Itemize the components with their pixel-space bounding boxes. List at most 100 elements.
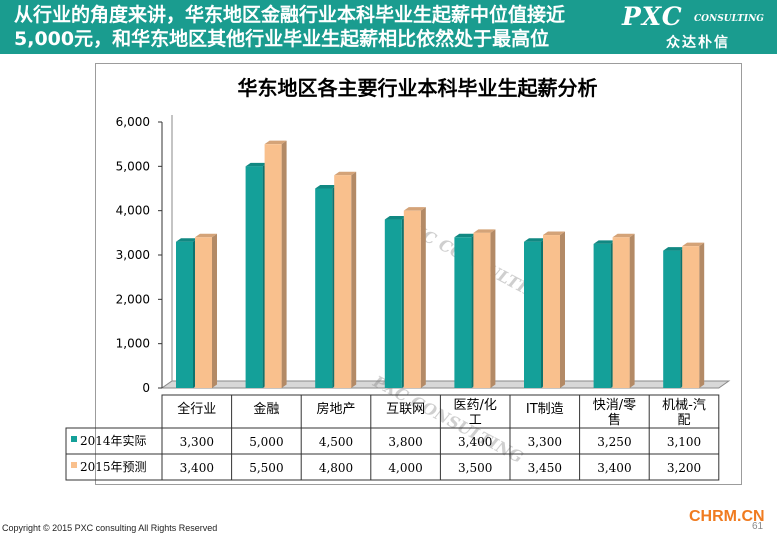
bar-side	[490, 229, 496, 388]
bar-front	[543, 235, 560, 388]
bar-front	[612, 237, 630, 388]
bar-side	[629, 233, 635, 388]
category-label: 互联网	[386, 402, 425, 417]
logo-sub: CONSULTING	[694, 14, 764, 24]
bar-side	[212, 233, 217, 388]
data-label: 3,400	[458, 435, 492, 449]
y-tick-label: 0	[142, 381, 150, 395]
y-tick-label: 2,000	[116, 292, 150, 306]
category-label: 机械-汽	[662, 398, 706, 413]
bar-top	[682, 242, 705, 247]
bar-top	[454, 233, 477, 238]
chart-title: 华东地区各主要行业本科毕业生起薪分析	[237, 76, 598, 100]
category-label: 金融	[253, 401, 279, 417]
bar-side	[420, 207, 426, 388]
data-label: 3,400	[597, 461, 631, 475]
category-label: 配	[677, 413, 690, 428]
bar-front	[195, 237, 212, 388]
headline: 从行业的角度来讲，华东地区金融行业本科毕业生起薪中位值接近5,000元，和华东地…	[14, 4, 566, 50]
data-label: 3,300	[528, 435, 562, 449]
category-label: 全行业	[177, 401, 216, 417]
bar-2015	[403, 207, 426, 388]
bar-front	[524, 241, 541, 388]
bar-2015	[264, 140, 287, 388]
bar-front	[384, 219, 402, 388]
pxc-logo: PXC CONSULTING 众达朴信	[622, 2, 772, 52]
bar-2014	[176, 238, 198, 388]
data-label: 4,800	[319, 461, 353, 475]
data-label: 4,000	[388, 461, 422, 475]
bar-side	[699, 242, 705, 388]
bar-top	[543, 231, 565, 236]
back-wall-edge	[161, 115, 173, 389]
bar-front	[403, 210, 421, 388]
category-label: 快消/零	[593, 398, 636, 413]
data-label: 5,000	[249, 435, 283, 449]
y-tick-label: 3,000	[116, 248, 150, 262]
bar-top	[334, 171, 357, 176]
bar-front	[264, 144, 282, 388]
y-tick-label: 5,000	[116, 159, 150, 173]
category-label: 售	[608, 412, 621, 428]
legend-key	[71, 462, 77, 468]
bar-front	[176, 241, 193, 388]
bar-top	[593, 240, 616, 244]
bar-top	[176, 238, 198, 242]
bar-front	[682, 246, 700, 388]
bar-2014	[454, 233, 477, 388]
bar-top	[473, 229, 496, 233]
data-label: 3,450	[528, 461, 562, 475]
bar-front	[593, 243, 611, 388]
category-label: IT制造	[526, 402, 564, 417]
legend-label: 2014年实际	[80, 433, 147, 448]
bar-top	[524, 238, 546, 242]
y-tick-label: 6,000	[116, 115, 150, 129]
bar-top	[384, 216, 407, 220]
bar-top	[264, 140, 287, 145]
bar-top	[403, 207, 426, 211]
bar-2014	[384, 216, 407, 388]
bar-2015	[473, 229, 496, 388]
bar-top	[245, 162, 268, 167]
copyright: Copyright © 2015 PXC consulting All Righ…	[2, 523, 218, 533]
bar-side	[281, 140, 287, 388]
bar-front	[245, 166, 263, 388]
data-label: 3,500	[458, 461, 492, 475]
bar-top	[315, 185, 338, 189]
bar-side	[351, 171, 357, 388]
data-label: 3,100	[667, 435, 701, 449]
bar-2015	[543, 231, 565, 388]
bar-2015	[682, 242, 705, 388]
legend-label: 2015年预测	[80, 460, 147, 474]
data-label: 3,400	[180, 461, 214, 475]
data-label: 3,250	[597, 435, 631, 449]
data-label: 5,500	[249, 461, 283, 475]
bar-2015	[612, 233, 635, 388]
bar-front	[473, 232, 491, 388]
legend-key	[71, 436, 77, 442]
bar-front	[663, 250, 681, 388]
bar-2014	[524, 238, 546, 388]
logo-main: PXC	[622, 2, 683, 31]
page-number: 61	[752, 521, 764, 532]
bar-2015	[195, 233, 217, 388]
bar-2014	[593, 240, 616, 388]
data-label: 4,500	[319, 435, 353, 449]
data-label: 3,300	[180, 435, 214, 449]
category-label: 房地产	[316, 401, 355, 417]
logo-cn: 众达朴信	[666, 35, 730, 51]
bar-side	[560, 231, 565, 388]
bar-front	[334, 175, 352, 388]
category-label: 医药/化	[454, 398, 497, 413]
data-label: 3,800	[388, 435, 422, 449]
y-tick-label: 1,000	[116, 337, 150, 351]
bar-2015	[334, 171, 357, 388]
y-tick-label: 4,000	[116, 204, 150, 218]
bar-front	[454, 237, 472, 388]
bar-top	[195, 233, 217, 238]
category-label: 工	[469, 413, 482, 428]
bar-top	[663, 247, 686, 251]
brand-mark: CHRM.CN	[689, 508, 765, 525]
bar-top	[612, 233, 635, 238]
